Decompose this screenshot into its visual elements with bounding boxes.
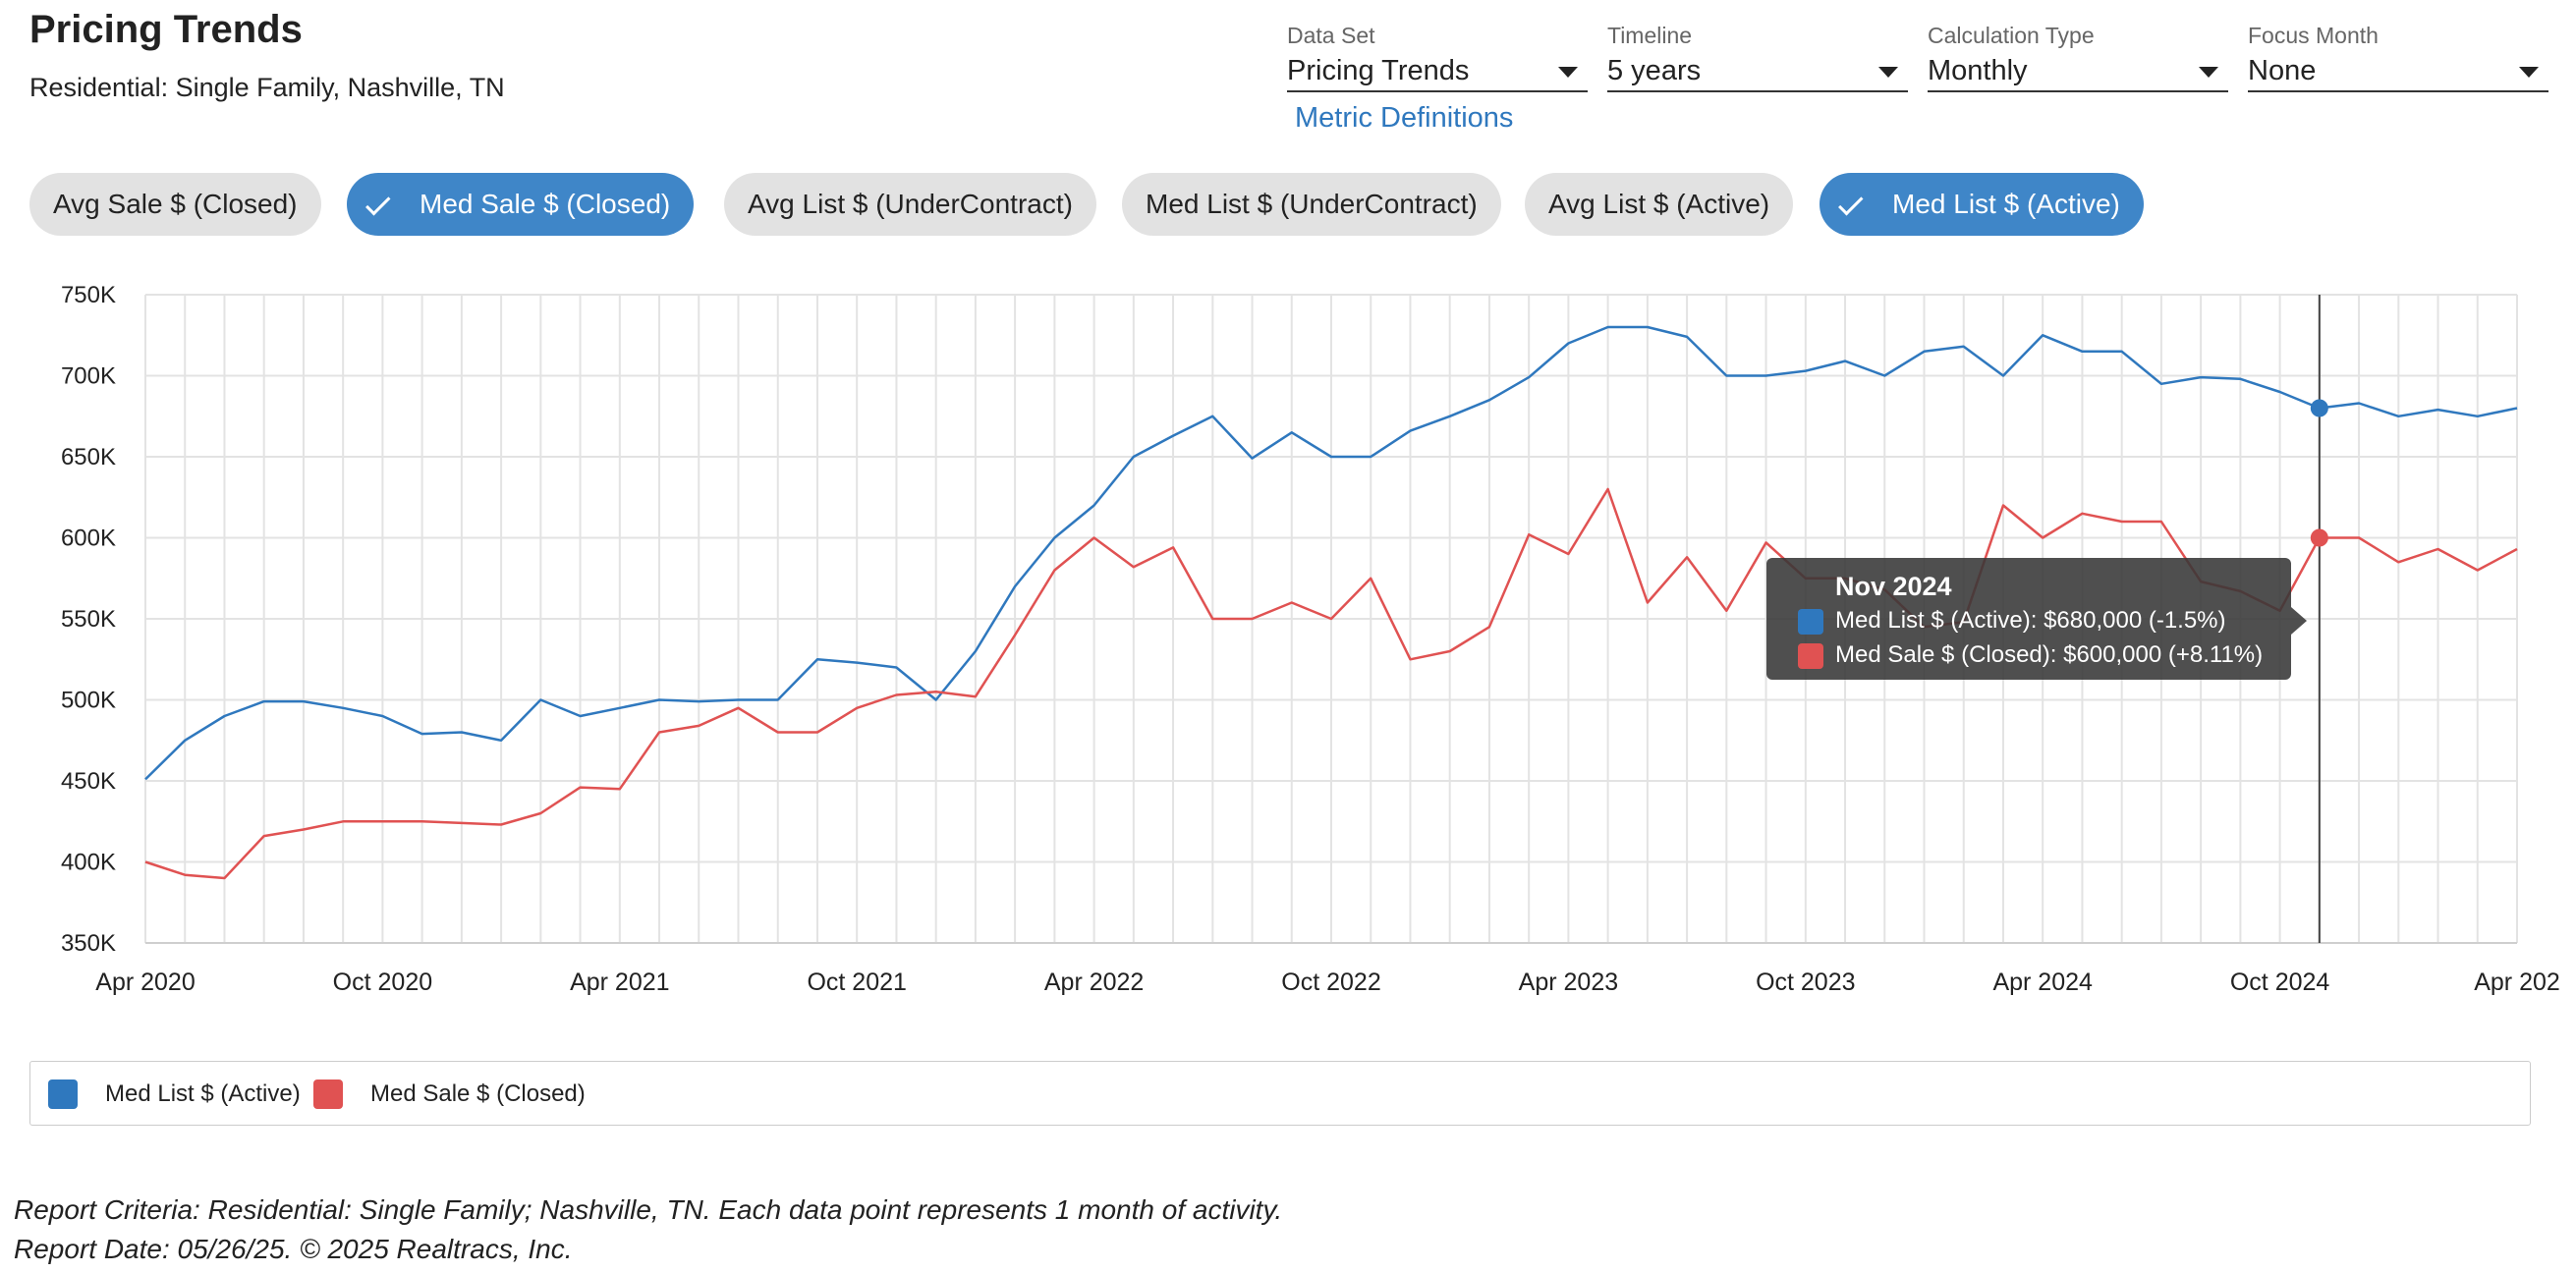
chart-tooltip: Nov 2024 Med List $ (Active): $680,000 (… xyxy=(1766,558,2307,680)
focus-month-value[interactable]: None xyxy=(2248,51,2548,92)
chip-med-sale-closed[interactable]: Med Sale $ (Closed) xyxy=(347,173,695,236)
focus-month-select[interactable]: Focus Month None xyxy=(2248,20,2548,92)
x-tick-label: Oct 2021 xyxy=(807,969,906,996)
y-tick-label: 350K xyxy=(61,930,116,957)
y-tick-label: 700K xyxy=(61,363,116,390)
y-tick-label: 750K xyxy=(61,282,116,308)
data-set-select[interactable]: Data Set Pricing Trends xyxy=(1287,20,1588,92)
metric-definitions-link[interactable]: Metric Definitions xyxy=(1295,102,1514,134)
y-tick-label: 550K xyxy=(61,606,116,633)
x-tick-label: Apr 2022 xyxy=(1044,969,1144,996)
calculation-type-select[interactable]: Calculation Type Monthly xyxy=(1928,20,2228,92)
x-tick-label: Apr 2021 xyxy=(570,969,669,996)
page-subtitle: Residential: Single Family, Nashville, T… xyxy=(29,73,505,102)
check-icon xyxy=(1838,191,1864,216)
chevron-down-icon xyxy=(2199,67,2218,78)
x-tick-label: Apr 2020 xyxy=(95,969,195,996)
calculation-type-label: Calculation Type xyxy=(1928,23,2095,48)
x-tick-label: Apr 202 xyxy=(2474,969,2560,996)
highlight-point-med-list-active xyxy=(2310,399,2328,417)
highlight-point-med-sale-closed xyxy=(2310,528,2328,547)
x-tick-label: Apr 2024 xyxy=(1992,969,2093,996)
focus-month-label: Focus Month xyxy=(2248,23,2379,48)
y-tick-label: 600K xyxy=(61,526,116,552)
chart-legend: Med List $ (Active) Med Sale $ (Closed) xyxy=(29,1061,2531,1126)
tooltip-row-list: Med List $ (Active): $680,000 (-1.5%) xyxy=(1798,603,2275,637)
tooltip-swatch-sale xyxy=(1798,643,1823,669)
legend-swatch-sale xyxy=(313,1079,343,1109)
y-tick-label: 400K xyxy=(61,850,116,876)
chip-avg-sale-closed[interactable]: Avg Sale $ (Closed) xyxy=(29,173,321,236)
page-title: Pricing Trends xyxy=(29,8,303,51)
series-line-med-sale-closed xyxy=(144,487,2518,880)
legend-item-med-list-active[interactable]: Med List $ (Active) xyxy=(48,1062,301,1127)
tooltip-swatch-list xyxy=(1798,609,1823,635)
report-date: Report Date: 05/26/25. © 2025 Realtracs,… xyxy=(14,1234,573,1264)
check-icon xyxy=(365,191,391,216)
chevron-down-icon xyxy=(2519,67,2539,78)
report-criteria: Report Criteria: Residential: Single Fam… xyxy=(14,1194,1283,1225)
chip-med-list-undercontract[interactable]: Med List $ (UnderContract) xyxy=(1122,173,1501,236)
x-tick-label: Oct 2020 xyxy=(333,969,432,996)
calculation-type-value[interactable]: Monthly xyxy=(1928,51,2228,92)
series-line-med-list-active xyxy=(144,325,2518,781)
legend-swatch-list xyxy=(48,1079,78,1109)
timeline-label: Timeline xyxy=(1607,23,1693,48)
chip-med-list-active[interactable]: Med List $ (Active) xyxy=(1820,173,2144,236)
x-tick-label: Apr 2023 xyxy=(1519,969,1618,996)
timeline-value[interactable]: 5 years xyxy=(1607,51,1908,92)
x-tick-label: Oct 2023 xyxy=(1756,969,1855,996)
y-tick-label: 500K xyxy=(61,688,116,714)
chevron-down-icon xyxy=(1558,67,1578,78)
data-set-label: Data Set xyxy=(1287,23,1375,48)
x-tick-label: Oct 2024 xyxy=(2230,969,2330,996)
x-tick-label: Oct 2022 xyxy=(1281,969,1380,996)
data-set-value[interactable]: Pricing Trends xyxy=(1287,51,1588,92)
y-tick-label: 450K xyxy=(61,768,116,795)
tooltip-title: Nov 2024 xyxy=(1835,572,1952,601)
legend-item-med-sale-closed[interactable]: Med Sale $ (Closed) xyxy=(313,1062,586,1127)
timeline-select[interactable]: Timeline 5 years xyxy=(1607,20,1908,92)
y-tick-label: 650K xyxy=(61,444,116,470)
chevron-down-icon xyxy=(1878,67,1898,78)
chip-avg-list-undercontract[interactable]: Avg List $ (UnderContract) xyxy=(724,173,1096,236)
chip-avg-list-active[interactable]: Avg List $ (Active) xyxy=(1525,173,1794,236)
tooltip-row-sale: Med Sale $ (Closed): $600,000 (+8.11%) xyxy=(1798,637,2275,672)
